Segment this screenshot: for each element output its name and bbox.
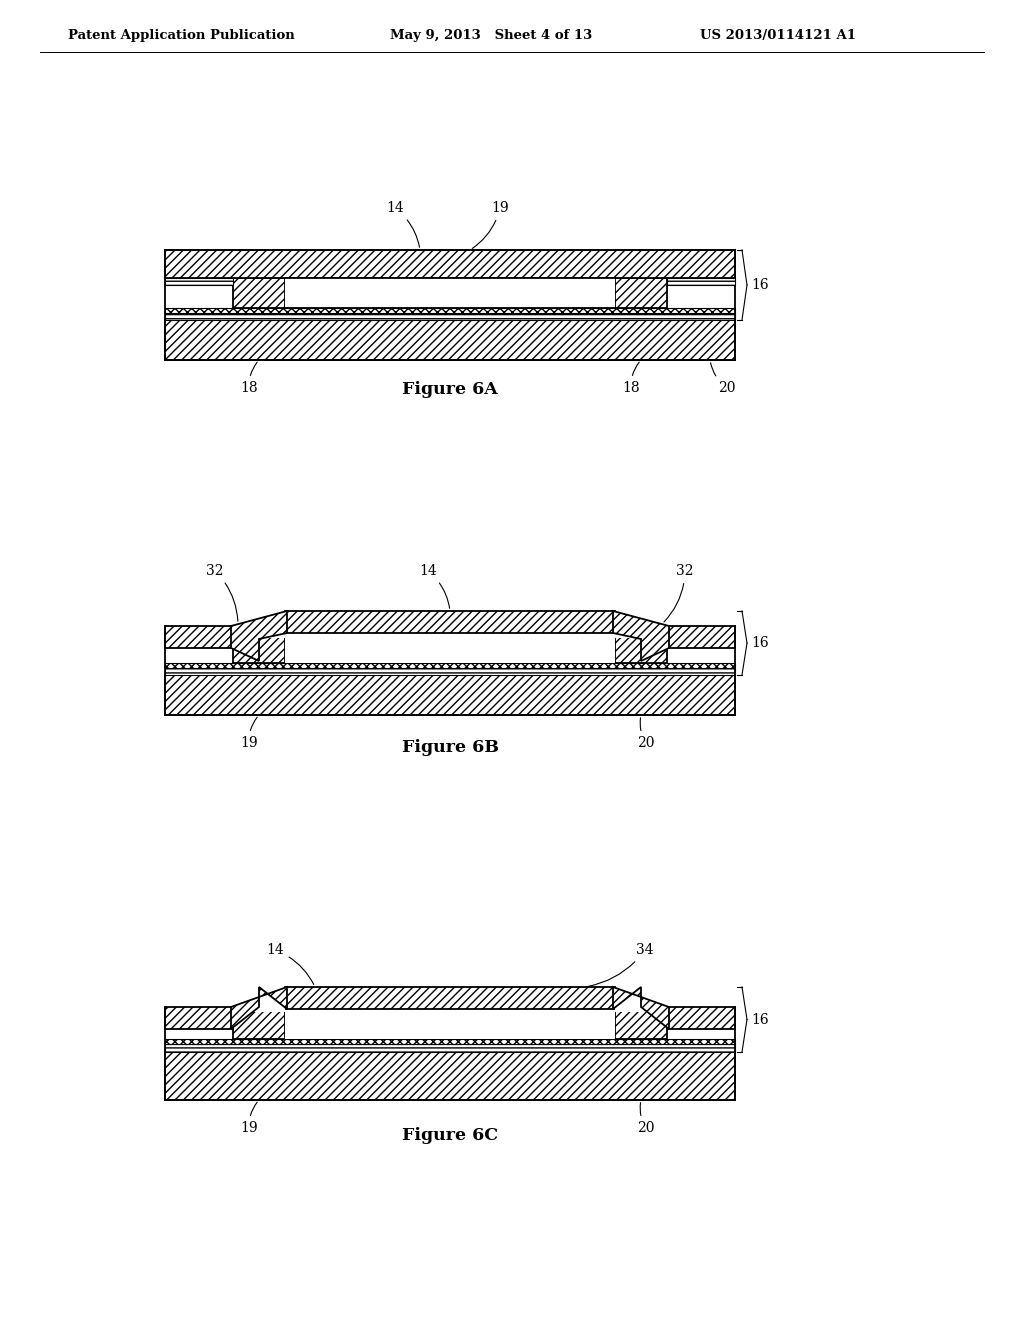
Polygon shape xyxy=(613,987,669,1030)
Text: 20: 20 xyxy=(637,1102,654,1135)
Polygon shape xyxy=(231,987,287,1030)
Bar xyxy=(615,634,667,663)
Text: Figure 6A: Figure 6A xyxy=(402,381,498,399)
Bar xyxy=(285,279,615,308)
Text: 34: 34 xyxy=(588,942,653,986)
Text: 14: 14 xyxy=(266,942,313,985)
Text: Figure 6C: Figure 6C xyxy=(402,1126,498,1143)
Bar xyxy=(165,1039,735,1044)
Bar xyxy=(165,675,735,715)
Text: 32: 32 xyxy=(206,564,238,622)
Bar xyxy=(615,1005,667,1012)
Bar xyxy=(285,611,615,634)
Polygon shape xyxy=(613,611,669,661)
Bar xyxy=(285,983,615,1039)
Text: 14: 14 xyxy=(386,201,420,247)
Bar xyxy=(233,634,285,663)
Text: 32: 32 xyxy=(664,564,693,622)
Text: 19: 19 xyxy=(241,717,258,750)
Bar xyxy=(165,249,735,279)
Bar xyxy=(233,279,285,308)
Text: 19: 19 xyxy=(241,1102,258,1135)
Bar xyxy=(165,1044,735,1052)
Bar xyxy=(615,628,667,638)
Text: 18: 18 xyxy=(623,362,640,395)
Text: 16: 16 xyxy=(751,636,769,649)
Text: 20: 20 xyxy=(637,718,654,750)
Bar xyxy=(165,279,233,285)
Bar xyxy=(285,987,615,1008)
Bar xyxy=(615,1008,667,1039)
Bar xyxy=(615,279,667,308)
Bar xyxy=(233,1005,285,1012)
Text: Figure 6B: Figure 6B xyxy=(401,739,499,756)
Bar xyxy=(165,1007,233,1030)
Bar xyxy=(285,612,615,663)
Text: US 2013/0114121 A1: US 2013/0114121 A1 xyxy=(700,29,856,41)
Bar xyxy=(165,319,735,360)
Text: Patent Application Publication: Patent Application Publication xyxy=(68,29,295,41)
Bar xyxy=(165,1052,735,1100)
Text: 16: 16 xyxy=(751,1012,769,1027)
Text: 16: 16 xyxy=(751,279,769,292)
Text: 20: 20 xyxy=(711,363,736,395)
Text: 18: 18 xyxy=(241,362,258,395)
Polygon shape xyxy=(231,611,287,661)
Bar xyxy=(667,1007,735,1030)
Bar xyxy=(165,668,735,675)
Bar xyxy=(165,663,735,668)
Text: 19: 19 xyxy=(472,201,509,248)
Bar xyxy=(233,1008,285,1039)
Bar xyxy=(667,626,735,648)
Bar xyxy=(233,628,285,638)
Bar xyxy=(667,279,735,285)
Bar xyxy=(165,308,735,313)
Text: May 9, 2013   Sheet 4 of 13: May 9, 2013 Sheet 4 of 13 xyxy=(390,29,592,41)
Bar xyxy=(165,626,233,648)
Bar xyxy=(165,313,735,319)
Text: 14: 14 xyxy=(419,564,450,609)
